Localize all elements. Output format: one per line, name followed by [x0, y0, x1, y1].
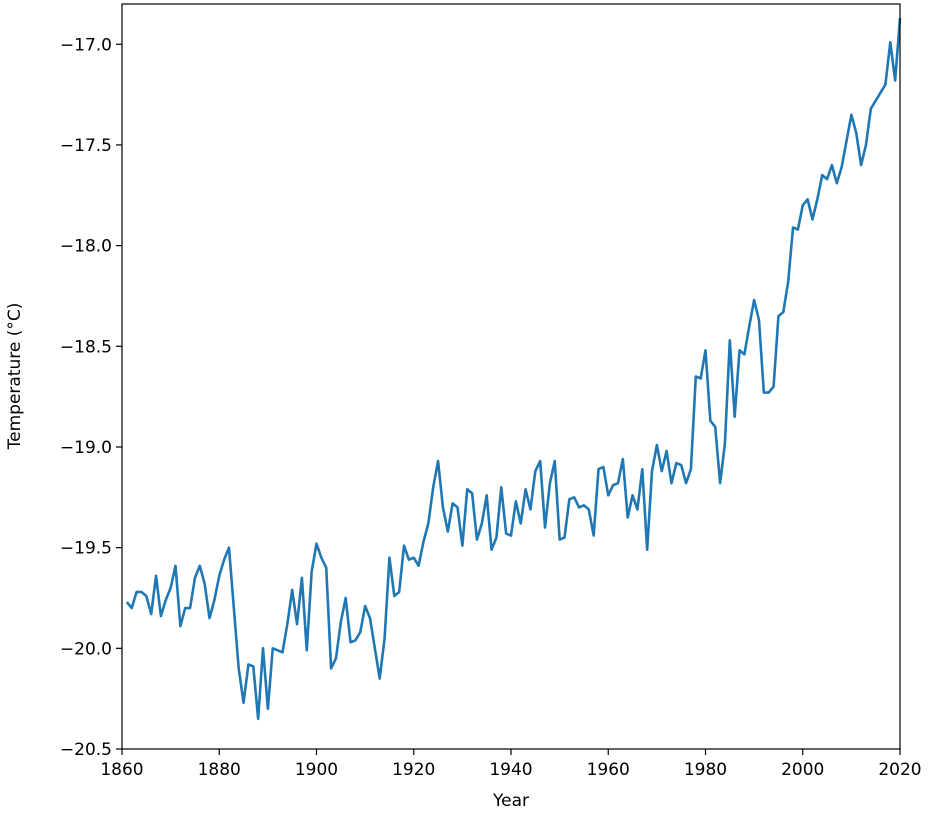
y-tick-label: −19.5: [60, 539, 112, 559]
x-tick-label: 1960: [587, 760, 630, 780]
x-tick-label: 1860: [100, 760, 143, 780]
plot-frame: [121, 3, 901, 750]
x-tick-label: 1980: [684, 760, 727, 780]
line-series: [125, 17, 902, 721]
x-axis-label: Year: [492, 791, 529, 811]
y-tick-label: −20.0: [60, 639, 112, 659]
x-tick-label: 1880: [198, 760, 241, 780]
y-tick-label: −20.5: [60, 740, 112, 760]
x-tick-label: 2020: [878, 760, 921, 780]
x-tick-label: 1940: [489, 760, 532, 780]
x-tick-label: 2000: [781, 760, 824, 780]
y-tick-label: −18.0: [60, 237, 112, 257]
y-tick-label: −19.0: [60, 438, 112, 458]
x-tick-label: 1900: [295, 760, 338, 780]
y-tick-label: −17.5: [60, 136, 112, 156]
y-tick-label: −17.0: [60, 35, 112, 55]
y-axis-label: Temperature (°C): [5, 303, 25, 451]
y-tick-label: −18.5: [60, 337, 112, 357]
x-tick-label: 1920: [392, 760, 435, 780]
